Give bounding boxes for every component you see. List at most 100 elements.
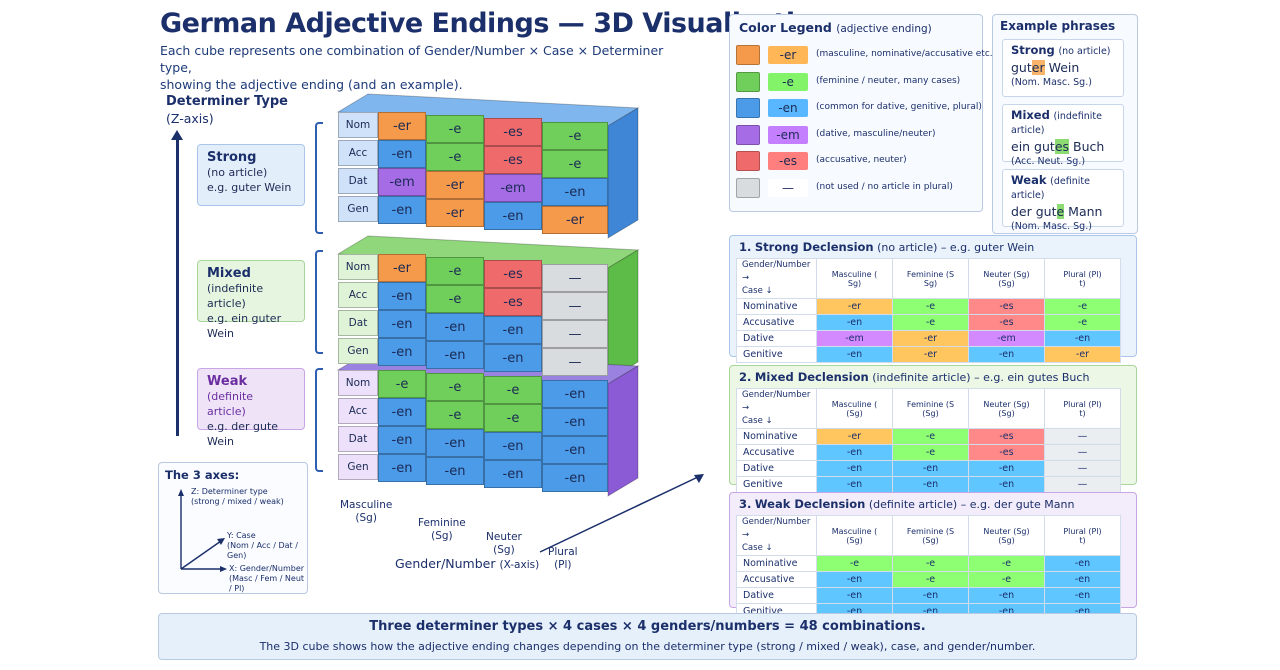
ending-cell: -e [484,376,542,404]
table-example: – e.g. guter Wein [940,241,1035,254]
example-head: Strong (no article) [1011,43,1115,57]
case-label: Acc [338,398,378,424]
table-row: Genitive -en -en -en -en [736,603,1121,620]
table-cell: -en [892,460,969,477]
col-line: (Sg) [998,408,1015,418]
table-num: 1. [739,240,752,254]
ending-cell: — [542,348,608,376]
z-axis-title: Z: Determiner type [191,487,268,496]
x-label-neuter: Neuter (Sg) [486,531,522,557]
col-line: Sg) [847,278,862,288]
table-num: 3. [739,497,752,511]
example-type: Mixed [1011,108,1050,122]
table-cell: -en [1044,330,1121,347]
axes-diagram-icon [178,489,227,572]
col-line: Neuter (Sg) [983,269,1030,279]
table-header-row: Gender/Number → Case ↓ Masculine (Sg) Femin… [736,258,1121,299]
x-label-line: (Sg) [493,544,515,556]
declension-grid: Gender/Number → Case ↓ Masculine ((Sg) Femi… [736,515,1121,620]
declension-grid: Gender/Number → Case ↓ Masculine (Sg) Femin… [736,258,1121,363]
ending-cell: -er [378,254,426,282]
legend-desc: (common for dative, genitive, plural) [816,102,982,112]
example-head: Weak (definite article) [1011,173,1115,201]
ending-cell: -e [426,257,484,285]
col-line: (Sg) [922,535,939,545]
ending-cell: -en [426,457,484,485]
phrase-pre: der gut [1011,204,1057,219]
column-header: Masculine (Sg) [816,258,893,299]
table-cell: -em [968,330,1045,347]
ending-cell: -en [542,178,608,206]
subtitle-line-2: showing the adjective ending (and an exa… [160,77,463,92]
x-axis-title: X: Gender/Number [229,564,305,573]
ending-cell: -e [484,404,542,432]
column-header: Neuter (Sg) (Sg) [968,258,1045,299]
phrase-ending: er [1031,60,1045,75]
determiner-example: e.g. guter Wein [207,181,292,194]
table-cell: -e [968,571,1045,588]
corner-line: Gender/Number → [742,517,811,540]
table-example: – e.g. der gute Mann [960,498,1075,511]
ending-cell: -e [542,122,608,150]
ending-cell: -en [426,313,484,341]
legend-desc: (not used / no article in plural) [816,181,953,192]
table-cell: -e [892,555,969,572]
table-num: 2. [739,370,752,384]
column-header: Plural (Pl) t) [1044,258,1121,299]
ending-cell: -en [484,432,542,460]
column-header: Masculine ((Sg) [816,388,893,429]
case-label: Dat [338,310,378,336]
col-line: (Sg) [922,408,939,418]
table-row: Nominative -e -e -e -en [736,555,1121,572]
table-cell: -en [816,346,893,363]
table-cell: -e [892,298,969,315]
phrase-pre: ein gut [1011,139,1055,154]
row-case: Dative [736,330,817,347]
case-label: Nom [338,370,378,396]
table-cell: -er [892,346,969,363]
table-example: – e.g. ein gutes Buch [974,371,1090,384]
ending-cell: -e [426,143,484,171]
table-cell: — [1044,460,1121,477]
row-case: Nominative [736,428,817,445]
ending-cell: -es [484,146,542,174]
column-header: Plural (Pl) t) [1044,515,1121,556]
table-sub: (definite article) [868,498,958,511]
ending-cell: -en [542,408,608,436]
col-line: (Sg) [998,535,1015,545]
determiner-mixed: Mixed (indefinite article) e.g. ein gute… [197,260,305,340]
phrase-post: Mann [1064,204,1103,219]
example-phrase: guter Wein [1011,60,1115,75]
corner-line: Gender/Number → [742,390,811,413]
block-right-face [607,365,639,497]
strong-bracket [315,122,323,234]
determiner-axis-subtitle: (Z-axis) [166,111,214,126]
ending-cell: -er [426,199,484,227]
ending-cell: -en [484,202,542,230]
ending-cell: -er [426,171,484,199]
table-title: 2. Mixed Declension (indefinite article)… [739,370,1089,384]
page-title: German Adjective Endings — 3D Visualizat… [160,8,832,39]
col-line: t) [1079,535,1086,545]
table-cell: -en [1044,571,1121,588]
legend-ending: -e [768,72,808,91]
legend-title-sub: (adjective ending) [836,23,932,35]
determiner-desc: (definite article) [207,390,254,418]
ending-cell: -en [378,454,426,482]
case-label: Gen [338,454,378,480]
determiner-desc: (no article) [207,166,268,179]
row-case: Nominative [736,298,817,315]
table-cell: — [1044,444,1121,461]
phrase-pre: gut [1011,60,1032,75]
declension-table-1: 1. Strong Declension (no article) – e.g.… [729,235,1137,363]
column-header: Plural (Pl) t) [1044,388,1121,429]
table-cell: -es [968,314,1045,331]
summary-secondary: The 3D cube shows how the adjective endi… [259,640,1036,653]
column-header: Feminine (S (Sg) [892,388,969,429]
table-cell: -en [968,587,1045,604]
x-label-plural: Plural (Pl) [548,546,578,572]
example-note: (Nom. Masc. Sg.) [1011,221,1092,232]
table-row: Accusative -en -e -e -en [736,571,1121,588]
summary-main: Three determiner types × 4 cases × 4 gen… [369,619,926,634]
determiner-name: Strong [207,150,257,165]
